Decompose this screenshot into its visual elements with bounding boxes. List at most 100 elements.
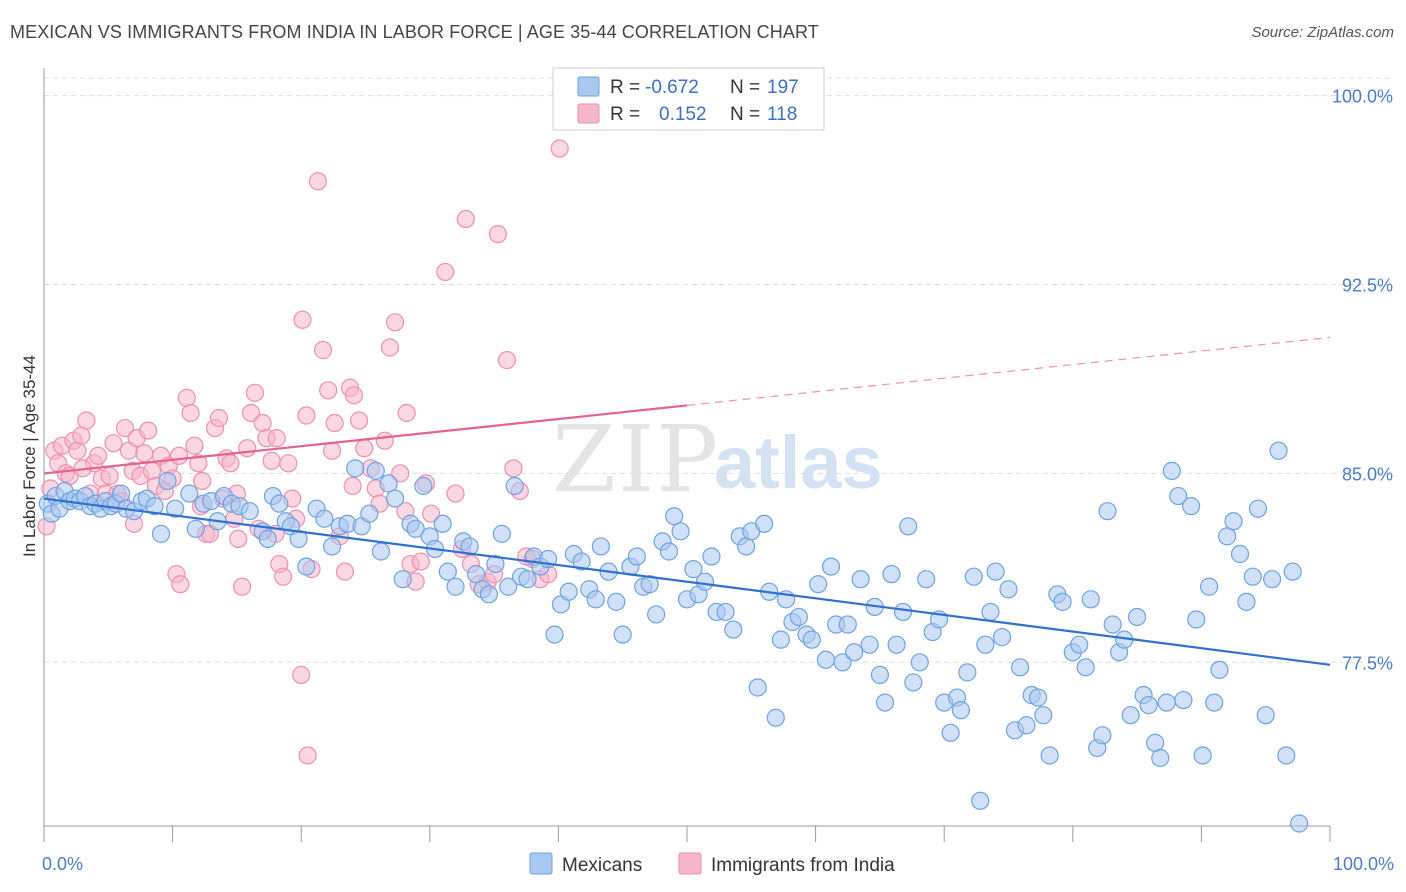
point-mexicans bbox=[1248, 499, 1268, 518]
point-mexicans bbox=[671, 522, 690, 541]
point-mexicans bbox=[591, 537, 610, 556]
point-india bbox=[550, 139, 569, 158]
point-mexicans bbox=[1193, 746, 1212, 765]
point-mexicans bbox=[1017, 716, 1036, 735]
point-mexicans bbox=[964, 567, 983, 586]
point-mexicans bbox=[1182, 497, 1201, 516]
point-mexicans bbox=[1034, 706, 1053, 725]
point-mexicans bbox=[366, 461, 385, 480]
point-mexicans bbox=[659, 542, 679, 561]
point-india bbox=[325, 413, 344, 433]
point-mexicans bbox=[1098, 502, 1117, 521]
point-mexicans bbox=[1139, 696, 1158, 715]
point-mexicans bbox=[1283, 562, 1302, 581]
stats-n-label-1: N = bbox=[730, 77, 760, 98]
point-india bbox=[72, 426, 91, 445]
y-axis-label: In Labor Force | Age 35-44 bbox=[20, 355, 39, 557]
bottom-legend: Mexicans Immigrants from India bbox=[529, 852, 895, 876]
point-india bbox=[298, 746, 317, 765]
x-tick-label: 0.0% bbox=[42, 854, 83, 874]
point-mexicans bbox=[887, 635, 906, 654]
point-india bbox=[139, 421, 158, 440]
point-mexicans bbox=[1200, 577, 1219, 596]
point-mexicans bbox=[270, 494, 289, 513]
point-mexicans bbox=[1187, 610, 1206, 629]
point-india bbox=[104, 434, 123, 453]
point-mexicans bbox=[158, 471, 177, 491]
point-india bbox=[335, 562, 355, 581]
point-india bbox=[343, 476, 362, 496]
y-tick-label: 100.0% bbox=[1332, 87, 1393, 107]
point-mexicans bbox=[559, 582, 578, 601]
axes bbox=[43, 68, 1331, 842]
point-mexicans bbox=[1243, 567, 1262, 586]
point-mexicans bbox=[851, 570, 870, 589]
point-mexicans bbox=[346, 459, 365, 478]
point-mexicans bbox=[1277, 746, 1296, 765]
point-mexicans bbox=[315, 509, 334, 528]
point-mexicans bbox=[971, 791, 990, 810]
point-india bbox=[100, 466, 119, 486]
point-mexicans bbox=[695, 572, 715, 591]
x-tick-label: 100.0% bbox=[1333, 854, 1394, 874]
point-india bbox=[319, 381, 338, 400]
point-mexicans bbox=[371, 542, 391, 561]
point-india bbox=[221, 454, 240, 473]
point-india bbox=[229, 529, 248, 548]
point-mexicans bbox=[904, 673, 923, 692]
point-mexicans bbox=[180, 484, 199, 503]
point-mexicans bbox=[1028, 688, 1048, 707]
point-mexicans bbox=[297, 557, 316, 576]
point-mexicans bbox=[433, 514, 452, 533]
point-mexicans bbox=[986, 562, 1005, 581]
point-india bbox=[169, 446, 189, 465]
point-mexicans bbox=[665, 507, 684, 526]
point-mexicans bbox=[789, 607, 808, 627]
point-mexicans bbox=[1256, 706, 1275, 725]
point-mexicans bbox=[838, 615, 857, 634]
point-mexicans bbox=[766, 708, 785, 727]
point-mexicans bbox=[406, 519, 425, 538]
point-mexicans bbox=[112, 484, 131, 503]
point-india bbox=[193, 471, 212, 491]
point-mexicans bbox=[1081, 590, 1100, 609]
point-mexicans bbox=[976, 635, 995, 654]
trend-line-india-extension bbox=[686, 336, 1331, 407]
point-india bbox=[115, 418, 135, 438]
point-india bbox=[238, 439, 257, 458]
point-mexicans bbox=[1237, 592, 1256, 611]
point-india bbox=[232, 577, 252, 596]
point-mexicans bbox=[186, 519, 205, 538]
point-mexicans bbox=[1093, 726, 1112, 745]
point-mexicans bbox=[322, 537, 342, 556]
point-india bbox=[375, 431, 394, 450]
point-mexicans bbox=[627, 547, 646, 566]
point-india bbox=[391, 464, 410, 483]
point-mexicans bbox=[893, 602, 913, 622]
point-mexicans bbox=[446, 577, 465, 596]
stats-legend: R = -0.672 N = 197 R = 0.152 N = 118 bbox=[552, 67, 825, 131]
point-mexicans bbox=[1157, 693, 1176, 712]
point-mexicans bbox=[833, 653, 852, 672]
point-mexicans bbox=[684, 560, 703, 579]
point-mexicans bbox=[1076, 658, 1095, 677]
point-mexicans bbox=[145, 497, 164, 516]
point-india bbox=[308, 172, 328, 191]
point-india bbox=[456, 209, 475, 229]
point-mexicans bbox=[882, 565, 901, 584]
tick-labels: 100.0% 92.5% 85.0% 77.5% 0.0% 100.0% bbox=[42, 87, 1394, 874]
stats-legend-swatch-mexicans bbox=[577, 76, 600, 97]
point-mexicans bbox=[1218, 527, 1237, 546]
point-mexicans bbox=[771, 630, 790, 649]
stats-n-value-1: 197 bbox=[767, 77, 799, 98]
point-india bbox=[274, 567, 293, 586]
point-mexicans bbox=[737, 537, 756, 556]
point-india bbox=[344, 386, 364, 405]
point-india bbox=[322, 441, 342, 460]
point-mexicans bbox=[1205, 693, 1224, 712]
point-mexicans bbox=[1010, 658, 1030, 677]
legend-swatch-india bbox=[678, 852, 702, 875]
point-india bbox=[349, 411, 369, 430]
point-mexicans bbox=[151, 524, 171, 543]
point-mexicans bbox=[466, 565, 486, 584]
